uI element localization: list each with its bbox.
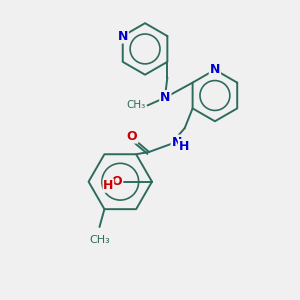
Text: H: H — [178, 140, 189, 152]
Text: O: O — [127, 130, 137, 142]
Text: H: H — [103, 179, 114, 192]
Text: N: N — [118, 30, 128, 43]
Text: N: N — [210, 63, 220, 76]
Text: CH₃: CH₃ — [89, 235, 110, 245]
Text: O: O — [111, 175, 122, 188]
Text: N: N — [160, 91, 171, 104]
Text: N: N — [172, 136, 182, 148]
Text: CH₃: CH₃ — [126, 100, 146, 110]
